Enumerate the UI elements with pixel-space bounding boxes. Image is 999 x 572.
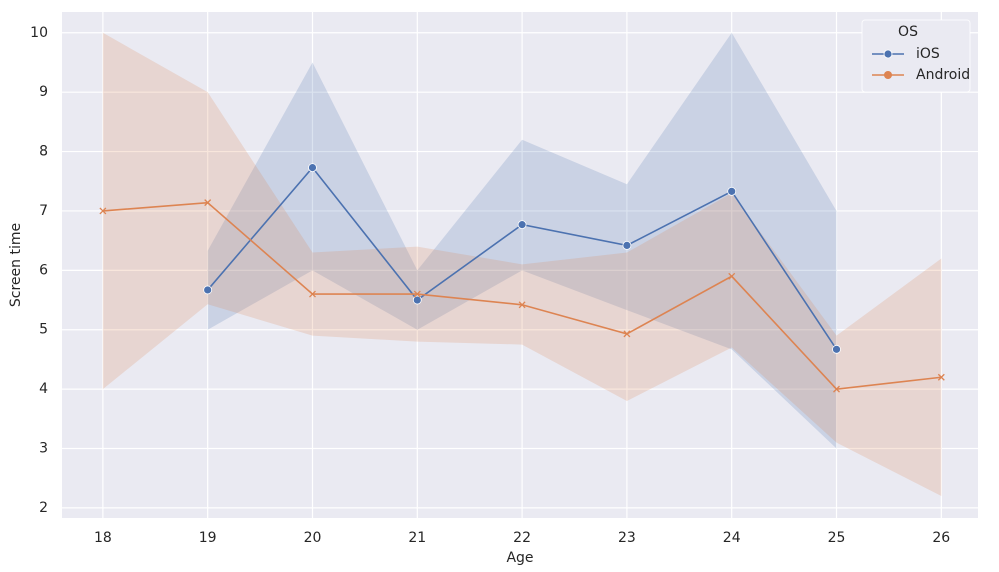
y-tick-label: 10 xyxy=(30,25,48,41)
point-marker xyxy=(518,301,526,309)
legend: OS iOS Android xyxy=(861,19,971,93)
y-tick-label: 3 xyxy=(39,441,48,457)
x-tick-label: 22 xyxy=(513,530,531,546)
y-tick-label: 5 xyxy=(39,322,48,338)
point-marker xyxy=(517,220,527,230)
y-tick-label: 9 xyxy=(39,84,48,100)
legend-label: iOS xyxy=(916,46,940,62)
y-tick-label: 6 xyxy=(39,262,48,278)
point-marker xyxy=(832,344,841,354)
confidence-band xyxy=(207,32,837,449)
x-tick-label: 21 xyxy=(408,530,426,546)
x-tick-label: 18 xyxy=(94,530,112,546)
x-tick-label: 19 xyxy=(199,530,217,546)
y-tick-label: 8 xyxy=(39,144,48,160)
point-marker xyxy=(99,207,107,215)
legend-marker xyxy=(883,49,893,59)
legend-label: Android xyxy=(916,67,970,83)
confidence-band xyxy=(102,32,942,497)
point-marker xyxy=(204,199,212,207)
x-axis-label: Age xyxy=(506,550,533,566)
y-axis-label: Screen time xyxy=(8,223,24,307)
plot-area xyxy=(62,12,978,518)
point-marker xyxy=(727,186,737,196)
point-marker xyxy=(728,272,736,280)
y-tick-label: 2 xyxy=(39,500,48,516)
point-marker xyxy=(308,163,317,173)
x-tick-label: 23 xyxy=(618,530,636,546)
point-marker xyxy=(412,295,422,305)
point-marker xyxy=(622,241,632,250)
point-marker xyxy=(309,290,316,298)
x-tick-label: 25 xyxy=(828,530,846,546)
x-tick-label: 24 xyxy=(723,530,741,546)
legend-title: OS xyxy=(898,24,918,40)
y-tick-label: 4 xyxy=(39,381,48,397)
x-tick-label: 26 xyxy=(932,530,950,546)
y-tick-label: 7 xyxy=(39,203,48,219)
point-marker xyxy=(833,385,840,393)
legend-marker xyxy=(884,71,892,79)
point-marker xyxy=(413,290,421,298)
point-marker xyxy=(623,330,631,338)
point-marker xyxy=(937,373,945,381)
point-marker xyxy=(203,285,213,295)
x-tick-label: 20 xyxy=(304,530,322,546)
